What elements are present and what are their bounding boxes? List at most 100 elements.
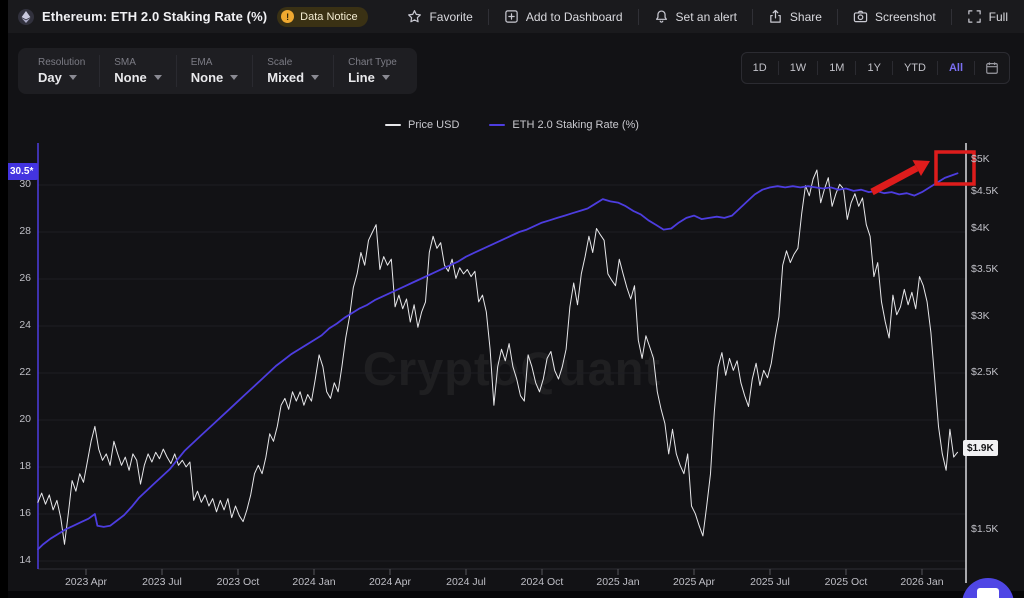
y-axis-right-tick: $4K: [971, 221, 990, 234]
divider: [252, 55, 254, 87]
chevron-down-icon: [153, 75, 162, 80]
chat-bubble-icon: [977, 588, 999, 598]
staking-line-swatch: [489, 124, 506, 126]
range-1y-button[interactable]: 1Y: [867, 62, 881, 74]
divider: [855, 61, 857, 75]
staking-current-value-badge: 30.5*: [5, 163, 39, 180]
data-notice-label: Data Notice: [300, 10, 358, 23]
divider: [817, 61, 819, 75]
divider: [777, 61, 779, 75]
resolution-value: Day: [38, 70, 62, 85]
divider: [175, 55, 177, 87]
x-axis-tick: 2024 Oct: [520, 576, 564, 588]
legend-staking-label: ETH 2.0 Staking Rate (%): [512, 119, 639, 131]
sma-value: None: [114, 70, 147, 85]
fullscreen-label: Full: [988, 9, 1008, 24]
favorite-button[interactable]: Favorite: [405, 9, 474, 24]
plus-square-icon: [505, 10, 518, 23]
y-axis-right-tick: $2.5K: [971, 365, 999, 378]
set-alert-button[interactable]: Set an alert: [652, 9, 739, 24]
x-axis-tick: 2025 Apr: [672, 576, 715, 588]
range-ytd-button[interactable]: YTD: [903, 62, 926, 74]
divider: [936, 61, 938, 75]
divider: [99, 55, 101, 87]
legend-price-label: Price USD: [408, 119, 460, 131]
y-axis-right-tick: $5K: [971, 153, 990, 165]
camera-icon: [853, 10, 868, 23]
add-to-dashboard-button[interactable]: Add to Dashboard: [502, 9, 625, 24]
price-current-value-badge: $1.9K: [963, 440, 998, 456]
add-to-dashboard-label: Add to Dashboard: [525, 9, 623, 24]
x-axis-tick: 2025 Jan: [596, 576, 640, 588]
resolution-dropdown[interactable]: Resolution Day: [24, 57, 99, 85]
divider: [891, 61, 893, 75]
ema-label: EMA: [190, 57, 213, 68]
y-axis-right-tick: $1.5K: [971, 522, 999, 535]
chevron-down-icon: [311, 75, 320, 80]
set-alert-label: Set an alert: [675, 9, 737, 24]
time-range-selector: 1D 1W 1M 1Y YTD All: [740, 52, 1010, 84]
chart-type-value: Line: [348, 70, 375, 85]
chart-toolbar: Resolution Day SMA None EMA None Scale M…: [18, 48, 417, 94]
fullscreen-icon: [967, 10, 981, 23]
x-axis-tick: 2025 Oct: [824, 576, 868, 588]
chart-type-dropdown[interactable]: Chart Type Line: [334, 57, 411, 85]
left-edge: [0, 0, 8, 598]
bottom-edge: [0, 591, 1024, 598]
page-title: Ethereum: ETH 2.0 Staking Rate (%): [42, 9, 268, 24]
screenshot-button[interactable]: Screenshot: [851, 9, 938, 24]
x-axis-tick: 2024 Apr: [368, 576, 411, 588]
data-notice-badge[interactable]: ! Data Notice: [277, 6, 368, 27]
range-1w-button[interactable]: 1W: [789, 62, 807, 74]
chevron-down-icon: [68, 75, 77, 80]
share-icon: [770, 9, 781, 23]
x-axis-tick: 2025 Jul: [750, 576, 790, 588]
x-axis-tick: 2026 Jan: [900, 576, 944, 588]
y-axis-right-tick: $3K: [971, 309, 990, 322]
sma-dropdown[interactable]: SMA None: [100, 57, 176, 85]
share-label: Share: [789, 9, 822, 24]
legend-item-price[interactable]: Price USD: [385, 119, 459, 131]
scale-value: Mixed: [267, 70, 305, 85]
chevron-down-icon: [230, 75, 239, 80]
resolution-label: Resolution: [38, 57, 86, 68]
chevron-down-icon: [381, 75, 390, 80]
calendar-button[interactable]: [975, 61, 1009, 75]
range-1d-button[interactable]: 1D: [752, 62, 767, 74]
scale-dropdown[interactable]: Scale Mixed: [253, 57, 333, 85]
divider: [333, 55, 335, 87]
y-axis-right-tick: $4.5K: [971, 185, 999, 198]
range-1m-button[interactable]: 1M: [829, 62, 845, 74]
cryptoquant-watermark: CryptoQuant: [362, 342, 662, 395]
legend-item-staking-rate[interactable]: ETH 2.0 Staking Rate (%): [489, 119, 639, 131]
x-axis-tick: 2023 Oct: [216, 576, 260, 588]
warning-icon: !: [281, 10, 295, 23]
header-actions: Favorite Add to Dashboard Set an alert: [405, 8, 1010, 25]
star-icon: [408, 10, 422, 23]
x-axis-tick: 2023 Jul: [142, 576, 182, 588]
x-axis-tick: 2024 Jul: [446, 576, 486, 588]
x-axis-tick: 2024 Jan: [292, 576, 336, 588]
screenshot-label: Screenshot: [874, 9, 936, 24]
share-button[interactable]: Share: [766, 9, 824, 24]
ema-dropdown[interactable]: EMA None: [177, 57, 253, 85]
chart-type-label: Chart Type: [348, 57, 397, 68]
bell-icon: [655, 10, 667, 23]
divider: [751, 8, 753, 25]
favorite-label: Favorite: [429, 9, 473, 24]
ema-value: None: [190, 70, 224, 85]
ethereum-logo-icon: [18, 8, 34, 25]
range-all-button[interactable]: All: [948, 62, 963, 74]
divider: [487, 8, 489, 25]
fullscreen-button[interactable]: Full: [965, 9, 1010, 24]
divider: [950, 8, 952, 25]
scale-label: Scale: [267, 57, 293, 68]
divider: [836, 8, 838, 25]
y-axis-right-tick: $3.5K: [971, 262, 999, 275]
divider: [637, 8, 639, 25]
chart-header: Ethereum: ETH 2.0 Staking Rate (%) ! Dat…: [0, 0, 1024, 33]
calendar-icon: [986, 62, 998, 74]
chat-widget-button[interactable]: [962, 578, 1014, 598]
price-line-swatch: [385, 124, 402, 126]
